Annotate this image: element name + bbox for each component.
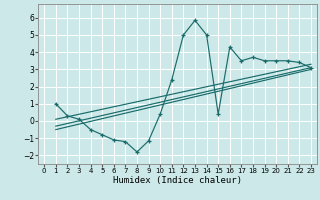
- X-axis label: Humidex (Indice chaleur): Humidex (Indice chaleur): [113, 176, 242, 185]
